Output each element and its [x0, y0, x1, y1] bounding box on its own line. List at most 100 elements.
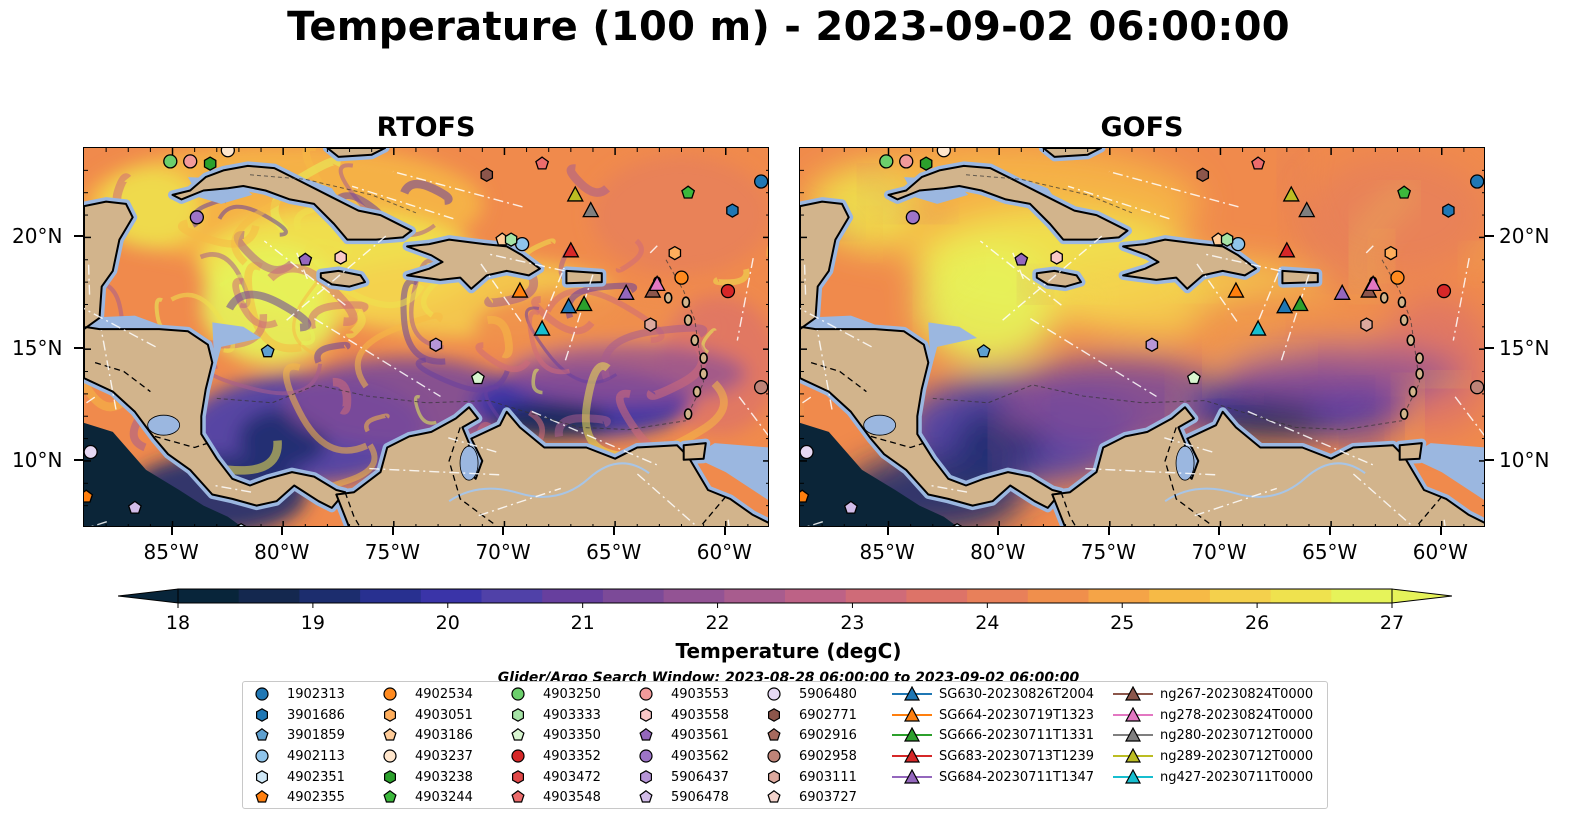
platform-marker-4903352[interactable]: [1436, 283, 1452, 299]
platform-marker-4903548[interactable]: [1251, 156, 1266, 170]
platform-marker-5906480[interactable]: [800, 444, 814, 460]
triangle-marker-icon: [892, 727, 932, 742]
platform-marker-4903051[interactable]: [668, 245, 682, 261]
legend-item-label: 6903111: [799, 769, 857, 785]
platform-marker-4902534[interactable]: [1390, 270, 1405, 285]
hexagon-marker-icon: [767, 707, 780, 722]
legend-item-label: SG666-20230711T1331: [939, 728, 1095, 744]
platform-marker-5906480[interactable]: [84, 444, 98, 460]
platform-marker-4903250[interactable]: [163, 154, 178, 169]
platform-marker-6903111[interactable]: [644, 317, 657, 332]
platform-marker-SG630-20230826T2004[interactable]: [1276, 297, 1294, 314]
platform-marker-6902771[interactable]: [480, 167, 494, 183]
legend-item-label: 5906478: [671, 790, 729, 806]
colorbar-tick-label: 24: [975, 612, 1000, 634]
platform-marker-4903237[interactable]: [936, 148, 951, 158]
platform-marker-ng427-20230711T0000[interactable]: [533, 319, 551, 336]
platform-marker-4903562[interactable]: [905, 210, 921, 225]
platform-marker-6902771[interactable]: [1196, 167, 1210, 183]
platform-marker-4902355[interactable]: [800, 489, 810, 503]
x-tick-label: 75°W: [1080, 540, 1137, 564]
land-bahamas: [326, 148, 386, 158]
platform-marker-1902313[interactable]: [754, 174, 768, 189]
colorbar-tick-label: 21: [570, 612, 595, 634]
platform-marker-4903553[interactable]: [183, 154, 198, 169]
map-panel-gofs[interactable]: [799, 147, 1485, 527]
colorbar-tick-label: 22: [705, 612, 730, 634]
legend-item-label: 4903350: [543, 728, 601, 744]
map-title-rtofs: RTOFS: [376, 112, 476, 143]
platform-marker-3901686[interactable]: [726, 203, 739, 218]
legend-item-label: 4903244: [415, 790, 473, 806]
map-panel-rtofs[interactable]: [83, 147, 769, 527]
platform-marker-4903333[interactable]: [504, 232, 518, 247]
platform-marker-1902313[interactable]: [1470, 174, 1484, 189]
platform-marker-SG684-20230711T1347[interactable]: [617, 283, 635, 300]
page-title: Temperature (100 m) - 2023-09-02 06:00:0…: [287, 4, 1290, 50]
platform-marker-4903250[interactable]: [879, 154, 894, 169]
platform-marker-4903561[interactable]: [298, 252, 313, 266]
platform-marker-4903244[interactable]: [1397, 185, 1412, 199]
map-canvas: [84, 148, 768, 526]
platform-marker-5906437[interactable]: [1145, 337, 1159, 352]
platform-marker-ng289-20230712T0000[interactable]: [566, 185, 584, 202]
platform-marker-4903562[interactable]: [189, 210, 205, 225]
platform-marker-ng278-20230824T0000[interactable]: [1364, 274, 1382, 292]
platform-marker-SG666-20230711T1331[interactable]: [1291, 295, 1309, 312]
y-tick-label: 15°N: [1499, 336, 1550, 361]
y-tick-label: 20°N: [1499, 224, 1550, 249]
platform-marker-4903238[interactable]: [919, 156, 933, 171]
land-yucatan: [84, 200, 134, 331]
platform-marker-4903238[interactable]: [203, 156, 217, 171]
platform-marker-3901686[interactable]: [1442, 203, 1455, 218]
platform-marker-4902113[interactable]: [1231, 236, 1246, 252]
platform-marker-4903244[interactable]: [681, 185, 696, 199]
platform-marker-4903051[interactable]: [1384, 245, 1398, 261]
legend-item-label: 3901859: [287, 728, 345, 744]
platform-marker-SG630-20230826T2004[interactable]: [560, 297, 578, 314]
platform-marker-4902355[interactable]: [84, 489, 94, 503]
platform-marker-5906437[interactable]: [429, 337, 443, 352]
platform-marker-ng278-20230824T0000[interactable]: [648, 274, 666, 292]
platform-marker-4903558[interactable]: [334, 250, 347, 265]
platform-marker-ng280-20230712T0000[interactable]: [582, 201, 600, 218]
platform-marker-4903558[interactable]: [1050, 250, 1063, 265]
platform-marker-4902113[interactable]: [515, 236, 530, 252]
legend-item-label: 4903250: [543, 687, 601, 702]
platform-marker-4902534[interactable]: [674, 270, 689, 285]
platform-marker-6903111[interactable]: [1360, 317, 1373, 332]
platform-marker-4903350[interactable]: [470, 370, 485, 385]
circle-marker-icon: [255, 749, 269, 763]
platform-marker-4903352[interactable]: [720, 283, 736, 299]
platform-marker-4903548[interactable]: [535, 156, 550, 170]
platform-marker-4903561[interactable]: [1014, 252, 1029, 266]
legend-item-label: SG683-20230713T1239: [939, 749, 1095, 765]
triangle-marker-icon: [1113, 727, 1153, 742]
y-tick-mark: [1485, 347, 1494, 350]
colorbar-tick-label: 27: [1379, 612, 1405, 634]
platform-marker-SG666-20230711T1331[interactable]: [575, 295, 593, 312]
platform-marker-ng280-20230712T0000[interactable]: [1298, 201, 1316, 218]
x-tick-mark: [997, 527, 1000, 535]
x-tick-label: 85°W: [143, 540, 199, 564]
x-tick-label: 70°W: [1191, 540, 1247, 564]
platform-marker-ng427-20230711T0000[interactable]: [1249, 319, 1267, 336]
platform-marker-5906478[interactable]: [843, 500, 858, 514]
platform-marker-4903350[interactable]: [1186, 370, 1201, 385]
platform-marker-5906478[interactable]: [127, 500, 142, 514]
platform-marker-SG683-20230713T1239[interactable]: [562, 241, 580, 258]
platform-marker-4903333[interactable]: [1220, 232, 1234, 247]
platform-marker-4903553[interactable]: [899, 154, 914, 169]
platform-marker-ng289-20230712T0000[interactable]: [1282, 185, 1300, 202]
pentagon-marker-icon: [383, 728, 397, 741]
platform-marker-4903237[interactable]: [220, 148, 235, 158]
platform-marker-SG664-20230719T1323[interactable]: [511, 281, 529, 298]
platform-marker-SG683-20230713T1239[interactable]: [1278, 241, 1296, 258]
platform-marker-6902958[interactable]: [754, 380, 768, 395]
platform-marker-SG664-20230719T1323[interactable]: [1227, 281, 1245, 298]
platform-marker-SG684-20230711T1347[interactable]: [1333, 283, 1351, 300]
platform-marker-3901859[interactable]: [976, 344, 991, 358]
platform-marker-6902958[interactable]: [1470, 380, 1484, 395]
platform-marker-3901859[interactable]: [260, 344, 275, 358]
land-jamaica: [1035, 269, 1082, 288]
